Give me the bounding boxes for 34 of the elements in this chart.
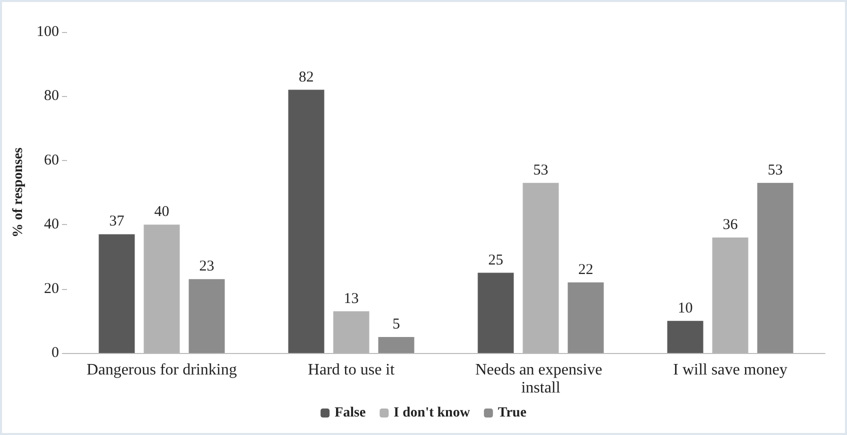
y-tick-label: 0 [52, 345, 59, 361]
bar [568, 282, 604, 353]
legend-label: False [334, 406, 366, 420]
data-label: 23 [199, 258, 214, 275]
data-label: 13 [344, 290, 359, 307]
x-tick-label: Needs an expensive install [475, 362, 606, 396]
bar [478, 272, 514, 353]
bar [378, 336, 414, 353]
data-label: 36 [722, 216, 738, 233]
bar [98, 234, 135, 353]
x-tick-label: Dangerous for drinking [86, 362, 237, 378]
y-tick-label: 20 [44, 280, 59, 297]
data-label: 40 [154, 204, 170, 220]
y-tick-label: 40 [44, 216, 59, 233]
data-label: 22 [578, 262, 594, 278]
y-axis-title: % of responses [11, 146, 26, 238]
data-label: 53 [533, 162, 548, 178]
data-label: 25 [488, 252, 504, 268]
legend-label: I don't know [394, 406, 471, 420]
data-label: 5 [392, 316, 400, 332]
bar [288, 90, 324, 353]
x-tick-label: Hard to use it [308, 362, 396, 378]
x-tick-label: I will save money [673, 362, 788, 378]
y-tick-label: 100 [36, 24, 59, 40]
y-tick-label: 60 [44, 152, 59, 168]
data-label: 53 [768, 162, 783, 178]
y-tick-label: 80 [44, 88, 59, 104]
data-label: 37 [109, 214, 125, 230]
bar [757, 182, 794, 353]
data-label: 10 [678, 300, 693, 316]
bar [188, 279, 225, 353]
data-label: 82 [298, 69, 314, 86]
bar [667, 320, 704, 353]
legend-label: True [498, 406, 526, 420]
